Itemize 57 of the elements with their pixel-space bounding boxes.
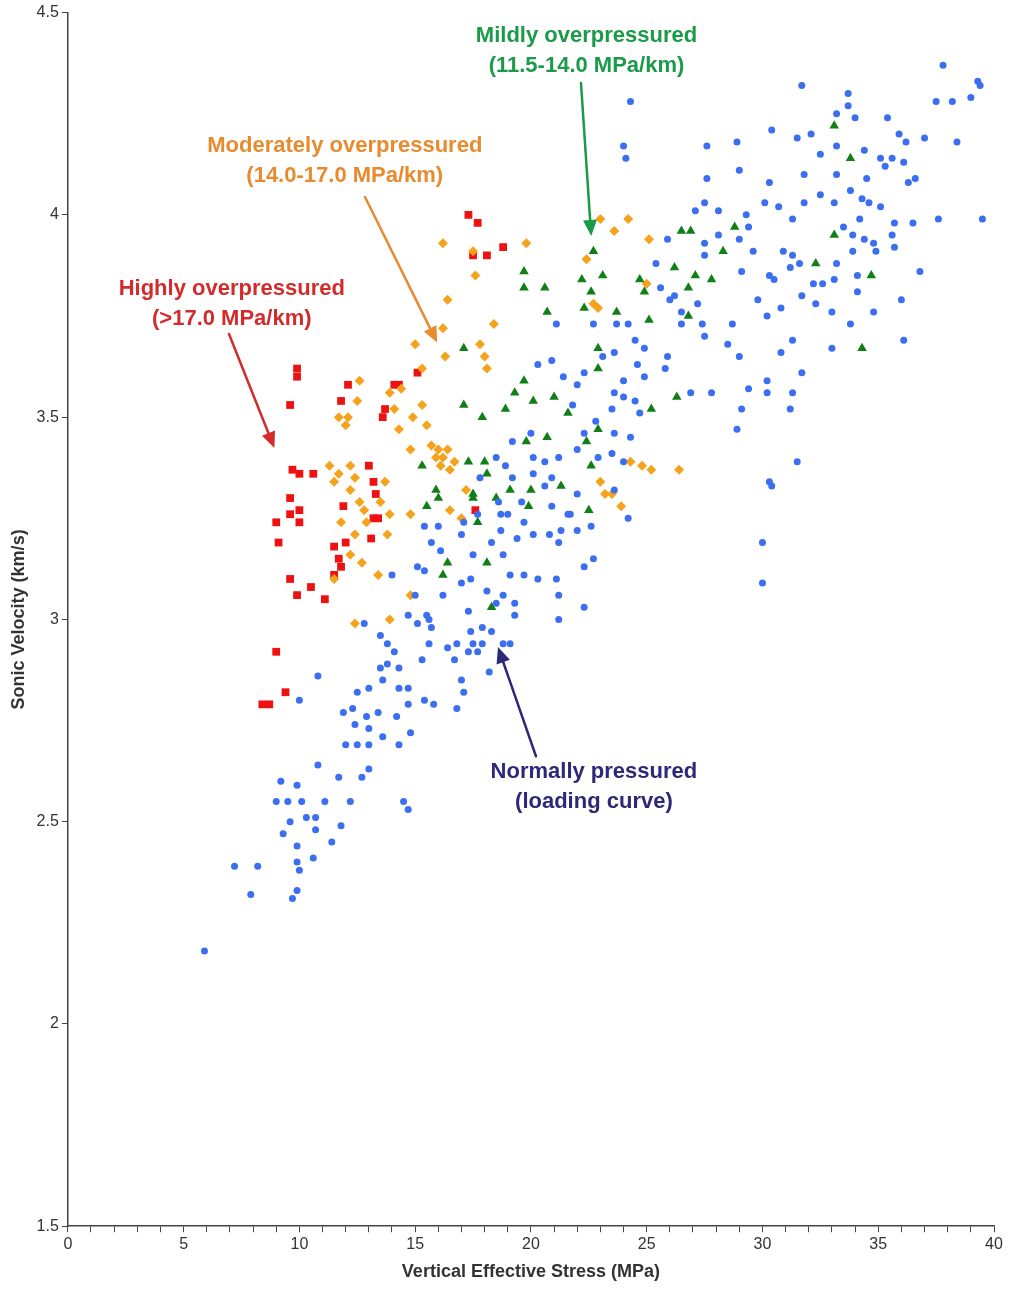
x-tick-label: 30 — [753, 1235, 772, 1253]
point — [367, 534, 376, 543]
x-tick-label: 20 — [522, 1235, 540, 1253]
point — [344, 380, 352, 389]
point — [339, 502, 348, 511]
point — [265, 700, 274, 709]
annotation: Moderately overpressured (14.0-17.0 MPa/km) — [207, 131, 483, 187]
x-tick-label: 10 — [290, 1235, 309, 1253]
annotation: Highly overpressured (>17.0 MPa/km) — [118, 274, 345, 330]
point — [374, 514, 382, 523]
x-tick-label: 40 — [985, 1235, 1003, 1253]
point — [337, 562, 345, 571]
point — [309, 469, 318, 478]
y-tick-label: 3.5 — [36, 407, 59, 425]
y-axis-title: Sonic Velocity (km/s) — [7, 529, 28, 710]
y-tick-label: 4.5 — [36, 3, 59, 21]
point — [286, 575, 295, 583]
y-tick-label: 3 — [49, 609, 59, 627]
y-tick-label: 2.5 — [36, 812, 59, 830]
point — [272, 647, 281, 656]
point — [369, 477, 378, 486]
point — [293, 372, 301, 381]
y-tick-label: 1.5 — [36, 1216, 59, 1234]
y-tick-label: 2 — [49, 1014, 59, 1032]
point — [293, 364, 301, 373]
point — [295, 518, 304, 527]
x-tick-label: 15 — [406, 1235, 425, 1253]
point — [473, 219, 482, 227]
x-axis-title: Vertical Effective Stress (MPa) — [401, 1261, 660, 1282]
point — [286, 401, 295, 409]
point — [334, 554, 343, 563]
point — [378, 413, 387, 422]
point — [295, 469, 304, 478]
point — [483, 251, 491, 260]
point — [281, 688, 290, 697]
point — [286, 494, 295, 502]
point — [364, 461, 373, 470]
annotation: Mildly overpressured (11.5-14.0 MPa/km) — [475, 22, 698, 78]
x-tick-label: 35 — [869, 1235, 888, 1253]
point — [330, 542, 338, 551]
point — [320, 595, 329, 604]
point — [272, 518, 281, 527]
point — [293, 591, 301, 600]
point — [286, 510, 295, 519]
point — [371, 490, 380, 498]
y-tick-label: 4 — [49, 205, 59, 223]
point — [337, 397, 345, 405]
point — [499, 243, 508, 252]
point — [381, 405, 389, 413]
point — [295, 506, 304, 515]
x-tick-label: 0 — [63, 1235, 73, 1253]
x-tick-label: 25 — [637, 1235, 656, 1253]
x-tick-label: 5 — [179, 1235, 189, 1253]
point — [464, 210, 473, 219]
annotation: Normally pressured (loading curve) — [490, 757, 698, 813]
point — [307, 583, 315, 591]
point — [341, 538, 350, 547]
